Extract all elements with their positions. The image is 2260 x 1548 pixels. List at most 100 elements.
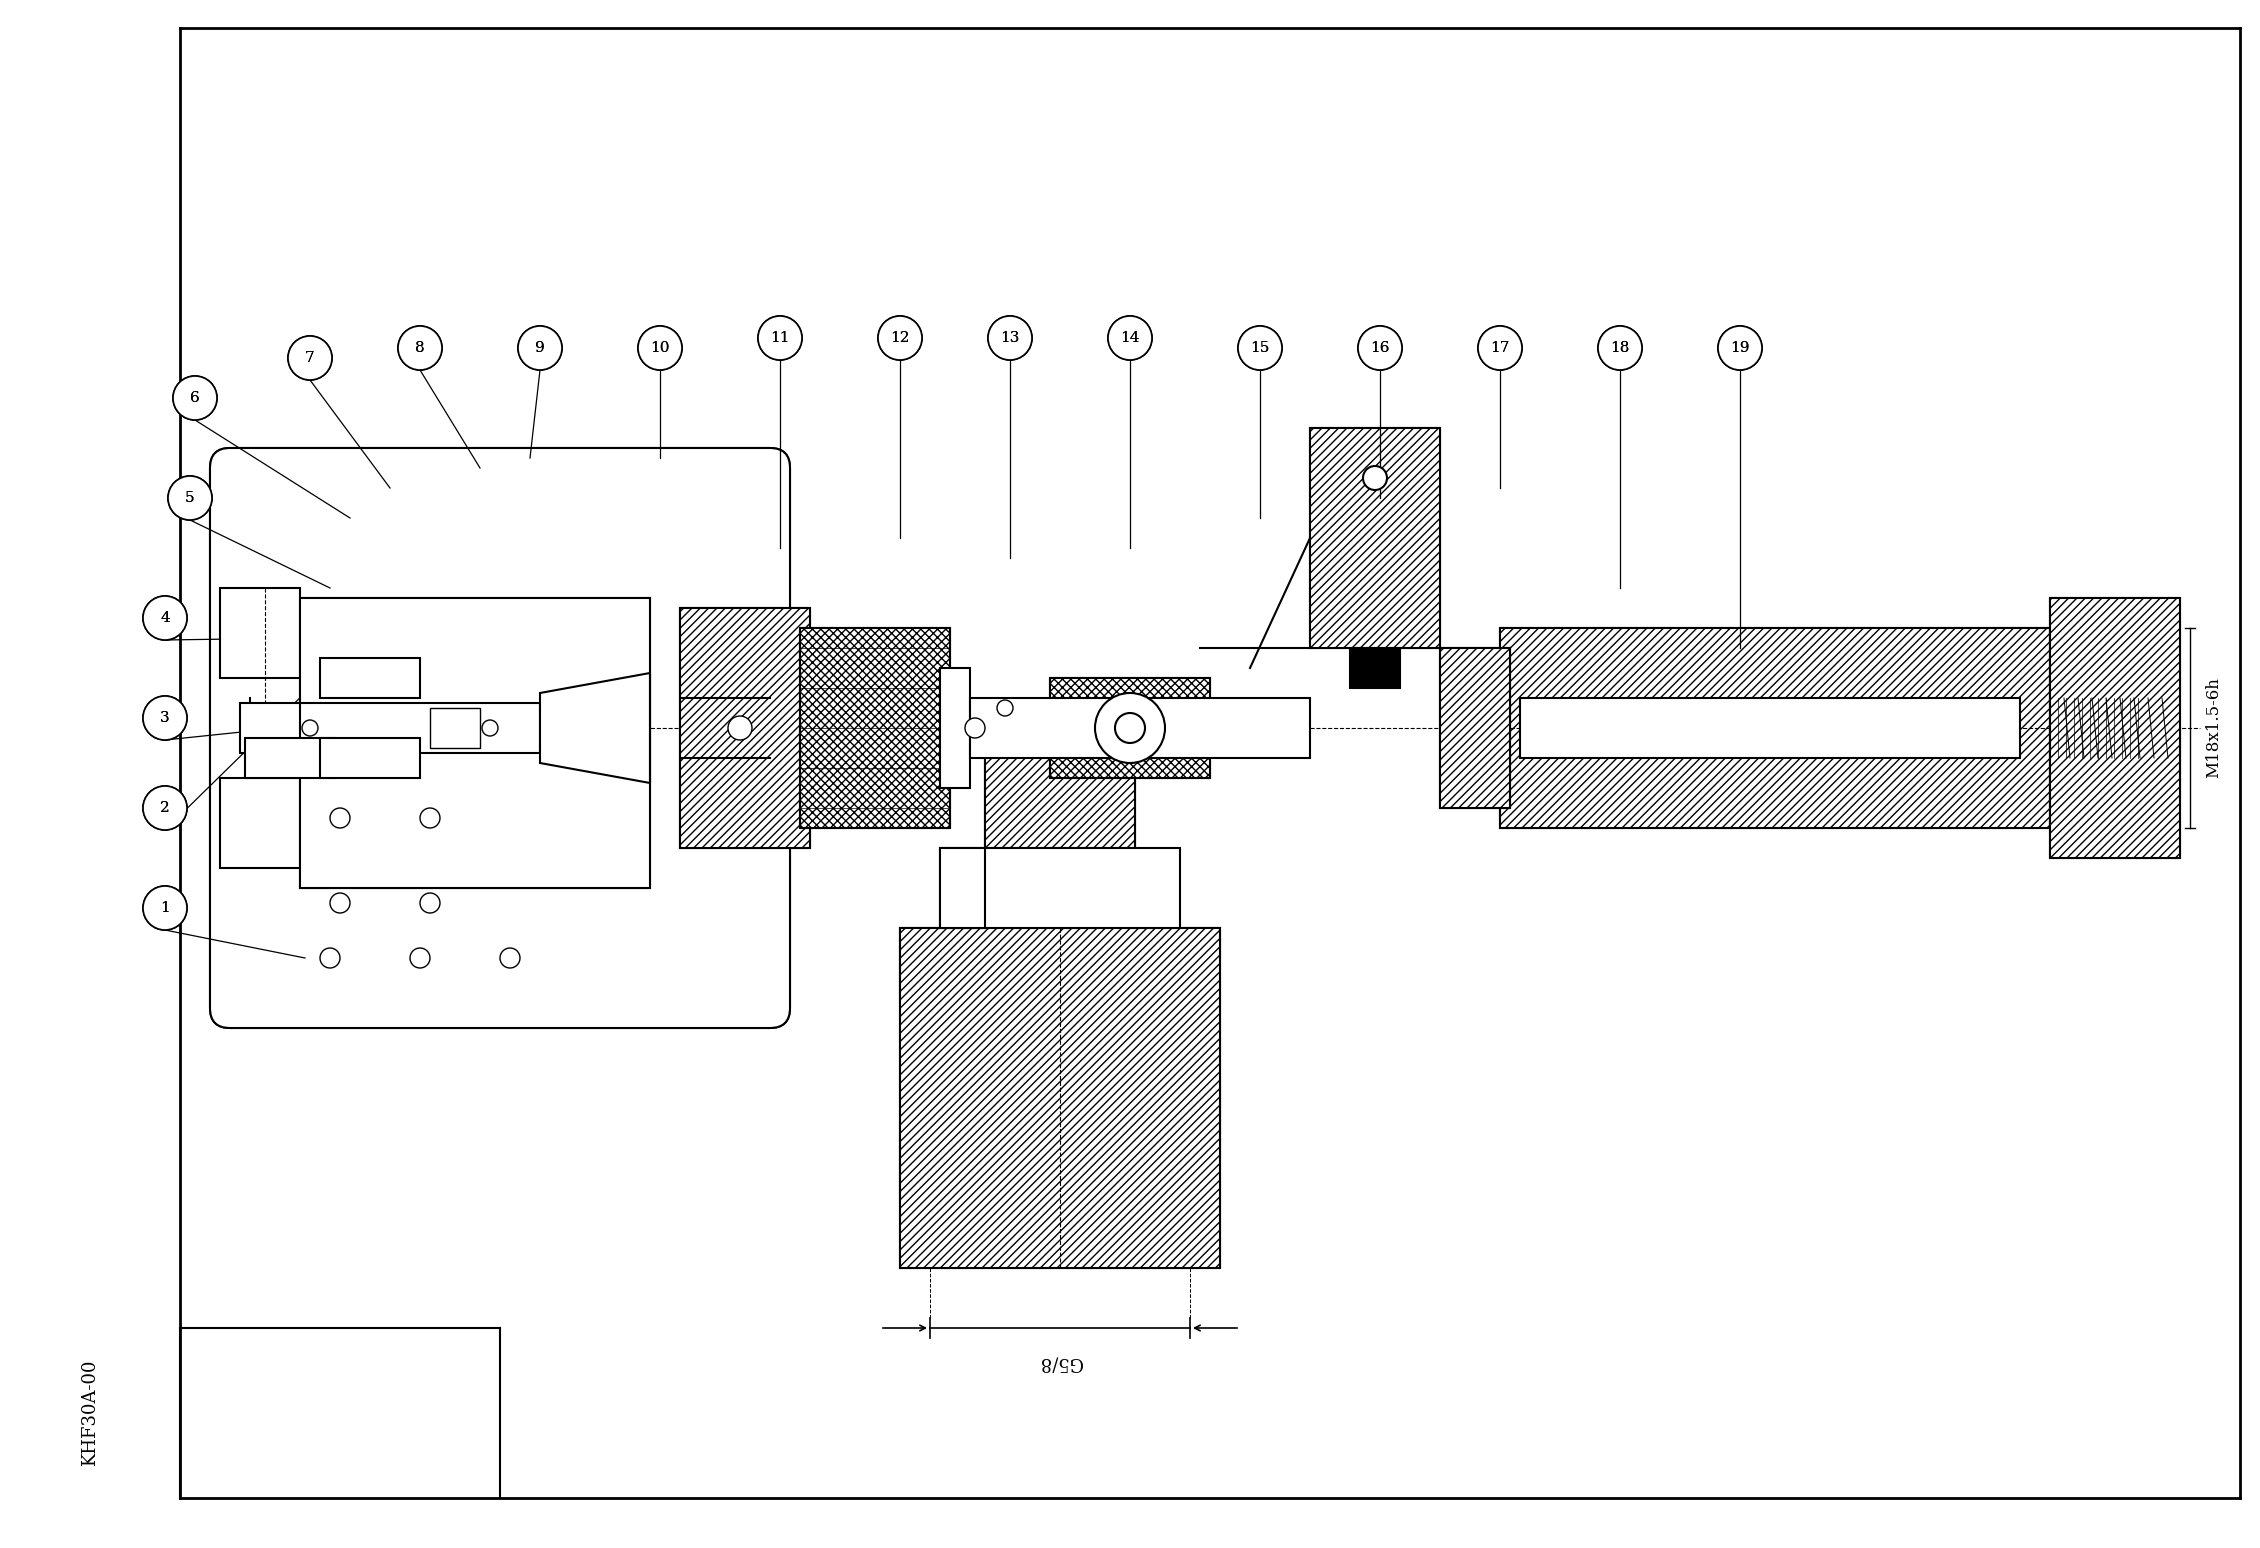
- Bar: [899, 927, 1220, 1268]
- Bar: [1501, 628, 2050, 828]
- Circle shape: [321, 947, 339, 968]
- Circle shape: [287, 336, 332, 379]
- Circle shape: [398, 327, 443, 370]
- Circle shape: [988, 316, 1033, 361]
- Circle shape: [174, 376, 217, 420]
- Circle shape: [1718, 327, 1763, 370]
- Text: 2: 2: [160, 800, 170, 814]
- Bar: [301, 598, 651, 889]
- Text: 1: 1: [160, 901, 170, 915]
- Circle shape: [142, 596, 188, 639]
- Text: 5: 5: [185, 491, 194, 505]
- Circle shape: [303, 720, 319, 735]
- Circle shape: [1718, 327, 1763, 370]
- Circle shape: [174, 376, 217, 420]
- Bar: [1349, 649, 1399, 687]
- Circle shape: [330, 893, 350, 913]
- Text: 10: 10: [651, 341, 669, 354]
- Circle shape: [1114, 714, 1146, 743]
- Text: 6: 6: [190, 392, 199, 406]
- Circle shape: [1107, 316, 1153, 361]
- Circle shape: [1598, 327, 1643, 370]
- Text: 6: 6: [190, 392, 199, 406]
- Bar: [940, 669, 970, 788]
- Bar: [1311, 427, 1440, 649]
- Bar: [231, 889, 771, 1008]
- Text: 1: 1: [160, 901, 170, 915]
- Bar: [985, 728, 1135, 848]
- Bar: [800, 628, 949, 828]
- Text: 19: 19: [1731, 341, 1749, 354]
- Text: 12: 12: [890, 331, 911, 345]
- Bar: [800, 628, 949, 828]
- Text: 13: 13: [1001, 331, 1019, 345]
- Text: 18: 18: [1611, 341, 1629, 354]
- Circle shape: [637, 327, 683, 370]
- Circle shape: [409, 947, 429, 968]
- Circle shape: [398, 327, 443, 370]
- Bar: [651, 598, 771, 889]
- Text: 3: 3: [160, 711, 170, 724]
- Circle shape: [142, 697, 188, 740]
- Bar: [2050, 598, 2181, 858]
- Circle shape: [757, 316, 802, 361]
- Text: 5: 5: [185, 491, 194, 505]
- Circle shape: [877, 316, 922, 361]
- Circle shape: [1107, 316, 1153, 361]
- Bar: [301, 598, 651, 889]
- Text: 17: 17: [1489, 341, 1510, 354]
- Polygon shape: [540, 673, 651, 783]
- Bar: [1440, 649, 1510, 808]
- Circle shape: [1096, 694, 1164, 763]
- Bar: [429, 707, 479, 748]
- Bar: [1051, 678, 1209, 779]
- Text: 4: 4: [160, 611, 170, 625]
- Text: G5/8: G5/8: [1037, 1354, 1083, 1372]
- Bar: [680, 608, 809, 848]
- Text: 14: 14: [1121, 331, 1139, 345]
- Text: 4: 4: [160, 611, 170, 625]
- Circle shape: [142, 786, 188, 830]
- Circle shape: [1478, 327, 1521, 370]
- Circle shape: [988, 316, 1033, 361]
- Text: 15: 15: [1250, 341, 1270, 354]
- Text: 16: 16: [1370, 341, 1390, 354]
- Circle shape: [728, 717, 753, 740]
- Circle shape: [142, 596, 188, 639]
- Bar: [231, 467, 771, 598]
- Text: 16: 16: [1370, 341, 1390, 354]
- Circle shape: [1358, 327, 1401, 370]
- Circle shape: [420, 808, 441, 828]
- Circle shape: [142, 786, 188, 830]
- Circle shape: [518, 327, 563, 370]
- Circle shape: [330, 808, 350, 828]
- Bar: [1051, 678, 1209, 779]
- Circle shape: [1363, 466, 1388, 491]
- Text: 7: 7: [305, 351, 314, 365]
- Text: 14: 14: [1121, 331, 1139, 345]
- Bar: [231, 598, 301, 889]
- Text: KHF30A-00: KHF30A-00: [81, 1359, 99, 1466]
- Circle shape: [1478, 327, 1521, 370]
- Circle shape: [965, 718, 985, 738]
- Bar: [985, 728, 1135, 848]
- Circle shape: [877, 316, 922, 361]
- Circle shape: [997, 700, 1012, 717]
- Bar: [940, 848, 1180, 927]
- Polygon shape: [940, 848, 985, 927]
- Circle shape: [1598, 327, 1643, 370]
- Text: 10: 10: [651, 341, 669, 354]
- Text: 11: 11: [771, 331, 789, 345]
- Circle shape: [142, 885, 188, 930]
- Circle shape: [757, 316, 802, 361]
- Text: 2: 2: [160, 800, 170, 814]
- Bar: [1521, 698, 2020, 759]
- FancyBboxPatch shape: [210, 447, 791, 1028]
- Text: 12: 12: [890, 331, 911, 345]
- Circle shape: [518, 327, 563, 370]
- Bar: [301, 598, 651, 889]
- Bar: [1440, 649, 1510, 808]
- Text: 8: 8: [416, 341, 425, 354]
- Circle shape: [287, 336, 332, 379]
- Bar: [899, 927, 1220, 1268]
